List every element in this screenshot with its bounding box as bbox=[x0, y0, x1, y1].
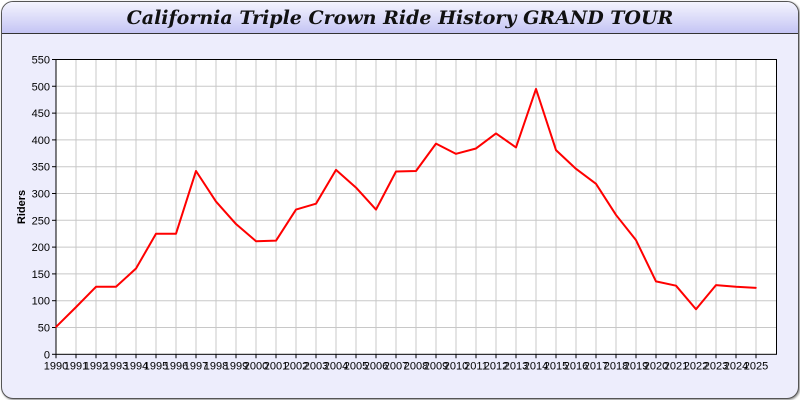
data-point bbox=[75, 306, 77, 308]
x-tick-label: 1997 bbox=[184, 360, 208, 372]
y-tick-label: 50 bbox=[38, 323, 50, 335]
data-point bbox=[355, 186, 357, 189]
x-tick-label: 1996 bbox=[164, 360, 188, 372]
data-point bbox=[455, 153, 457, 155]
data-point bbox=[435, 142, 437, 145]
x-tick-label: 2004 bbox=[324, 360, 348, 372]
x-tick-label: 2005 bbox=[344, 360, 368, 372]
x-tick-label: 2010 bbox=[444, 360, 468, 372]
data-point bbox=[615, 214, 617, 216]
x-tick-label: 2003 bbox=[304, 360, 328, 372]
data-point bbox=[735, 285, 737, 288]
x-tick-label: 2021 bbox=[664, 360, 688, 372]
data-point bbox=[395, 170, 397, 173]
x-tick-label: 2007 bbox=[384, 360, 408, 372]
data-point bbox=[715, 284, 717, 286]
data-point bbox=[275, 239, 277, 242]
x-tick-label: 1994 bbox=[124, 360, 148, 372]
x-tick-label: 2016 bbox=[564, 360, 588, 372]
x-tick-label: 2009 bbox=[424, 360, 448, 372]
y-tick-label: 350 bbox=[32, 162, 50, 174]
x-tick-label: 2001 bbox=[264, 360, 288, 372]
x-tick-label: 2006 bbox=[364, 360, 388, 372]
data-point bbox=[335, 169, 337, 171]
x-tick-label: 1993 bbox=[104, 360, 128, 372]
data-point bbox=[315, 202, 317, 205]
data-point bbox=[135, 267, 137, 270]
x-tick-label: 1992 bbox=[84, 360, 108, 372]
data-point bbox=[535, 88, 537, 90]
x-tick-label: 2015 bbox=[544, 360, 568, 372]
data-point bbox=[555, 149, 557, 151]
data-point bbox=[575, 168, 577, 170]
x-tick-label: 2024 bbox=[724, 360, 748, 372]
data-point bbox=[195, 170, 197, 172]
y-tick-label: 550 bbox=[32, 55, 50, 67]
y-tick-label: 200 bbox=[32, 242, 50, 254]
title-bar: California Triple Crown Ride History GRA… bbox=[2, 2, 798, 34]
x-tick-label: 2002 bbox=[284, 360, 308, 372]
x-tick-label: 1998 bbox=[204, 360, 228, 372]
y-tick-label: 250 bbox=[32, 215, 50, 227]
x-tick-label: 1990 bbox=[44, 360, 68, 372]
data-point bbox=[175, 232, 177, 235]
x-tick-label: 2014 bbox=[524, 360, 548, 372]
series-line bbox=[55, 87, 757, 328]
x-tick-label: 2017 bbox=[584, 360, 608, 372]
y-tick-label: 450 bbox=[32, 108, 50, 120]
y-tick-label: 0 bbox=[44, 349, 50, 361]
x-tick-label: 1999 bbox=[224, 360, 248, 372]
x-tick-label: 2023 bbox=[704, 360, 728, 372]
chart-title: California Triple Crown Ride History GRA… bbox=[126, 7, 674, 29]
x-tick-label: 2008 bbox=[404, 360, 428, 372]
data-point bbox=[635, 239, 637, 241]
data-point bbox=[255, 240, 257, 243]
data-point bbox=[655, 280, 657, 283]
y-tick-label: 400 bbox=[32, 135, 50, 147]
data-point bbox=[475, 147, 477, 150]
y-tick-label: 150 bbox=[32, 269, 50, 281]
x-tick-label: 2019 bbox=[624, 360, 648, 372]
plot-border bbox=[55, 59, 777, 355]
data-point bbox=[595, 183, 597, 185]
data-point bbox=[495, 132, 497, 135]
data-point bbox=[675, 284, 677, 287]
data-point bbox=[215, 200, 217, 203]
x-tick-label: 1991 bbox=[64, 360, 88, 372]
data-point bbox=[95, 285, 97, 288]
x-tick-label: 2025 bbox=[744, 360, 768, 372]
data-point bbox=[115, 285, 117, 288]
data-point bbox=[695, 308, 697, 311]
x-tick-label: 2018 bbox=[604, 360, 628, 372]
x-tick-label: 1995 bbox=[144, 360, 168, 372]
x-tick-label: 2013 bbox=[504, 360, 528, 372]
x-tick-label: 2020 bbox=[644, 360, 668, 372]
y-tick-label: 100 bbox=[32, 296, 50, 308]
data-point bbox=[375, 208, 377, 211]
data-point bbox=[755, 287, 757, 289]
x-tick-label: 2022 bbox=[684, 360, 708, 372]
data-point bbox=[295, 208, 297, 211]
data-point bbox=[515, 146, 517, 149]
data-point bbox=[415, 170, 417, 172]
x-tick-label: 2012 bbox=[484, 360, 508, 372]
x-tick-label: 2000 bbox=[244, 360, 268, 372]
y-tick-label: 500 bbox=[32, 81, 50, 93]
data-point bbox=[55, 326, 57, 328]
y-tick-label: 300 bbox=[32, 189, 50, 201]
y-axis-label: Riders bbox=[16, 190, 28, 224]
x-tick-label: 2011 bbox=[464, 360, 488, 372]
data-point bbox=[235, 223, 237, 225]
data-point bbox=[155, 232, 157, 235]
